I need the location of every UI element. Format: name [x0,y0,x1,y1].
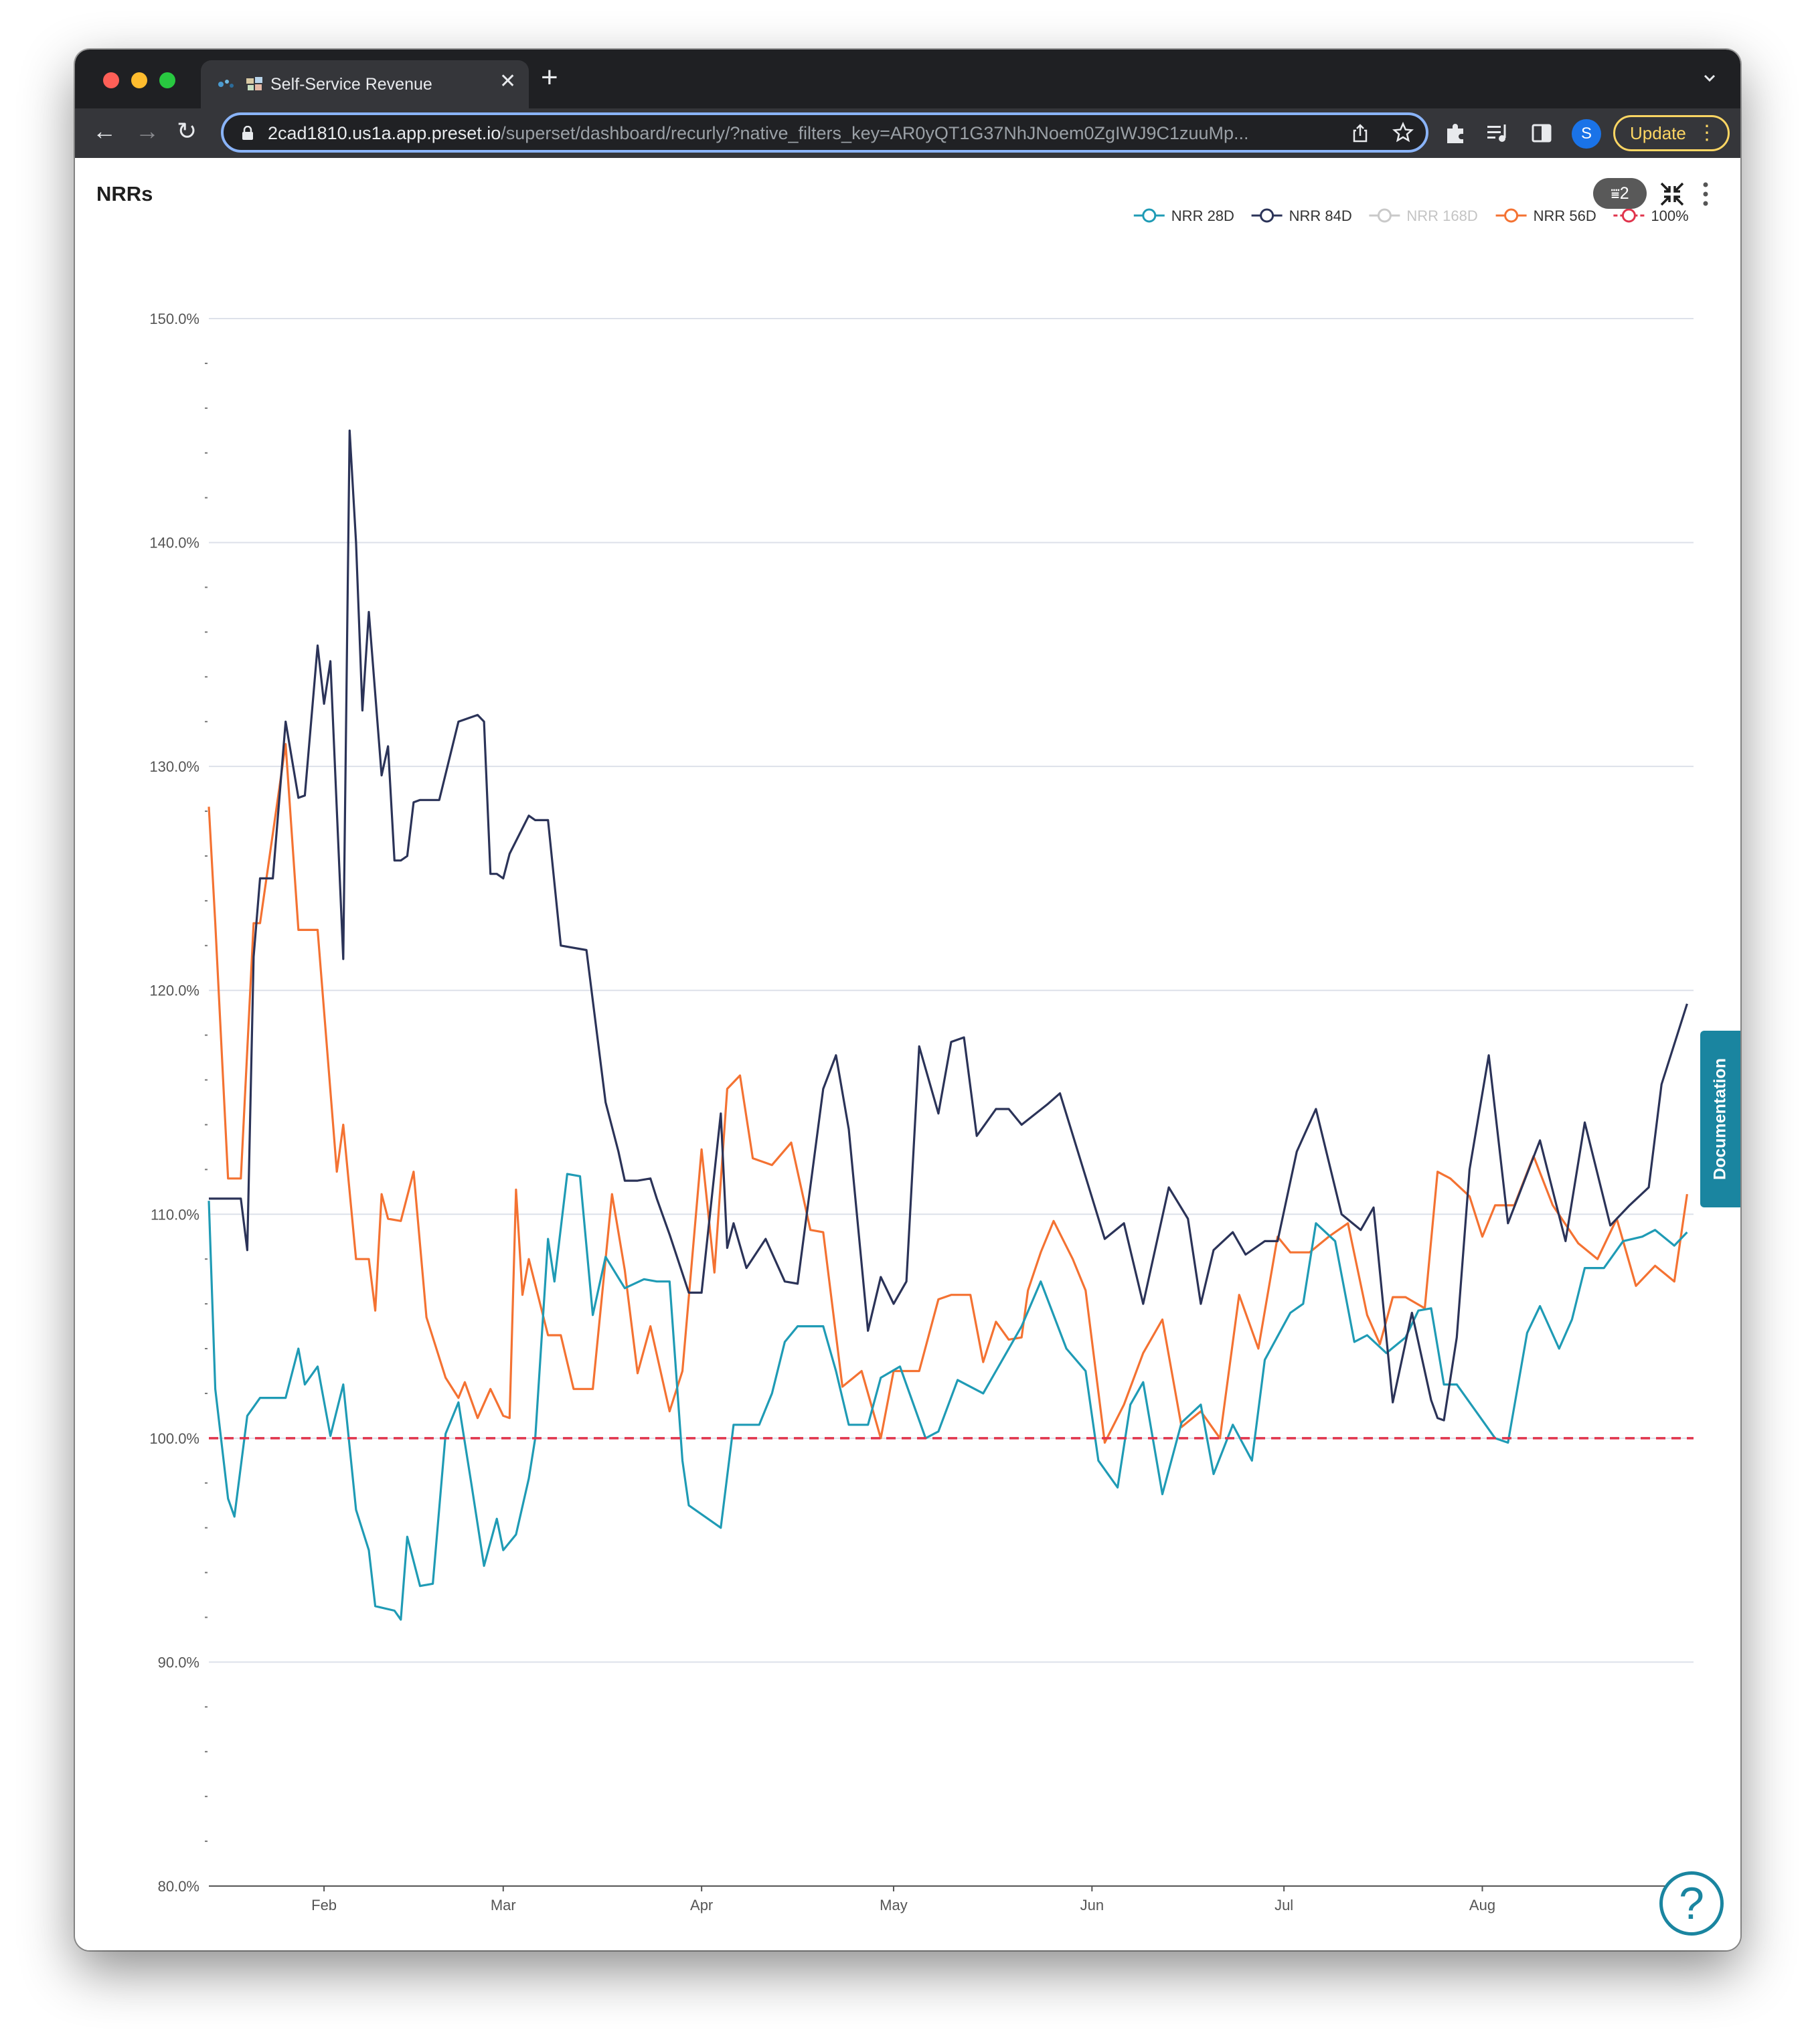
y-tick-label: 120.0% [149,983,199,999]
legend-label: NRR 168D [1406,207,1477,224]
url-host: 2cad1810.us1a.app.preset.io [268,123,501,143]
side-panel-icon[interactable] [1532,123,1552,143]
lock-icon [242,126,253,140]
profile-avatar[interactable]: S [1572,119,1601,149]
browser-toolbar: ← → ↻ 2cad1810.us1a.app.preset.io/supers… [75,108,1740,158]
help-icon: ? [1679,1878,1704,1929]
filter-count: 2 [1619,184,1629,203]
new-tab-button[interactable]: + [541,61,558,94]
update-button[interactable]: Update ⋮ [1613,115,1730,151]
y-tick-label: 90.0% [158,1654,199,1671]
chart-legend: NRR 28D NRR 84D NRR 168D NRR 56D 100% [1133,207,1689,224]
series-line-nrr-28d [208,1173,1688,1621]
legend-marker [1377,208,1392,223]
x-tick-label: Mar [491,1897,516,1913]
dashboard-content: 150.0% 140.0% 130.0% 120.0% 110.0% 100.0% 90.0… [75,158,1740,1950]
legend-label: NRR 28D [1171,207,1234,224]
chart-title: NRRs [96,182,153,205]
legend-item-nrr-168d[interactable]: NRR 168D [1369,207,1478,224]
tab-self-service-revenue[interactable]: Self-Service Revenue ✕ [201,60,529,108]
series-line-nrr-56d [208,743,1688,1444]
y-tick-label: 140.0% [149,535,199,551]
documentation-tab[interactable]: Documentation [1700,1031,1740,1207]
legend-marker [1260,208,1274,223]
forward-button[interactable]: → [135,117,159,145]
legend-marker [1142,208,1157,223]
close-window-button[interactable] [103,72,119,88]
back-button[interactable]: ← [92,117,116,145]
legend-marker [1504,208,1519,223]
documentation-label: Documentation [1710,1058,1730,1180]
y-tick-label: 100.0% [149,1430,199,1447]
media-playlist-icon[interactable] [1486,123,1510,143]
legend-item-nrr-56d[interactable]: NRR 56D [1495,207,1596,224]
preset-favicon-icon [218,80,234,88]
legend-item-nrr-28d[interactable]: NRR 28D [1133,207,1234,224]
x-tick-label: May [880,1897,908,1913]
more-vertical-icon: ⋮ [1697,122,1717,144]
browser-window: Self-Service Revenue ✕ + ← → ↻ 2cad1810.… [75,50,1740,1950]
x-tick-label: Apr [690,1897,713,1913]
series-lines [208,429,1688,1621]
folder-favicon-icon [246,77,262,90]
legend-label: 100% [1651,207,1688,224]
url-path: /superset/dashboard/recurly/?native_filt… [501,123,1249,143]
series-line-nrr-84d [209,429,1688,1422]
tab-close-icon[interactable]: ✕ [499,70,517,92]
legend-label: NRR 84D [1289,207,1352,224]
tab-strip: Self-Service Revenue ✕ + [75,50,1740,108]
y-tick-label: 130.0% [149,758,199,775]
chevron-down-icon[interactable] [1702,70,1718,86]
minimize-window-button[interactable] [131,72,147,88]
y-tick-label: 80.0% [158,1878,199,1895]
x-tick-label: Aug [1469,1897,1495,1913]
x-tick-label: Jul [1274,1897,1293,1913]
legend-marker [1621,208,1636,223]
address-bar[interactable]: 2cad1810.us1a.app.preset.io/superset/das… [221,112,1428,153]
update-label: Update [1630,123,1686,143]
exit-fullscreen-icon[interactable] [1659,181,1685,207]
reload-button[interactable]: ↻ [177,117,197,145]
y-tick-label: 110.0% [151,1206,199,1223]
chart-menu-icon[interactable] [1702,181,1710,207]
bookmark-star-icon[interactable] [1392,122,1414,143]
legend-item-nrr-84d[interactable]: NRR 84D [1251,207,1352,224]
y-tick-label: 150.0% [149,311,199,327]
x-tick-label: Jun [1080,1897,1104,1913]
zoom-window-button[interactable] [159,72,175,88]
filter-icon: ⩸ [1611,185,1620,202]
x-tick-label: Feb [311,1897,337,1913]
help-button[interactable]: ? [1659,1871,1724,1936]
legend-item-100-[interactable]: 100% [1613,207,1689,224]
legend-label: NRR 56D [1534,207,1596,224]
y-axis: 150.0% 140.0% 130.0% 120.0% 110.0% 100.0% 90.0… [149,311,208,1895]
nrr-line-chart: 150.0% 140.0% 130.0% 120.0% 110.0% 100.0% 90.0… [149,207,1694,1913]
share-icon[interactable] [1351,123,1370,143]
applied-filters-badge[interactable]: ⩸2 [1593,178,1647,209]
extensions-puzzle-icon[interactable] [1445,122,1467,145]
grid-lines [209,318,1694,1663]
url-text: 2cad1810.us1a.app.preset.io/superset/das… [268,123,1339,144]
x-axis: FebMarAprMayJunJulAugSep [209,1885,1694,1913]
tab-title: Self-Service Revenue [270,75,432,94]
